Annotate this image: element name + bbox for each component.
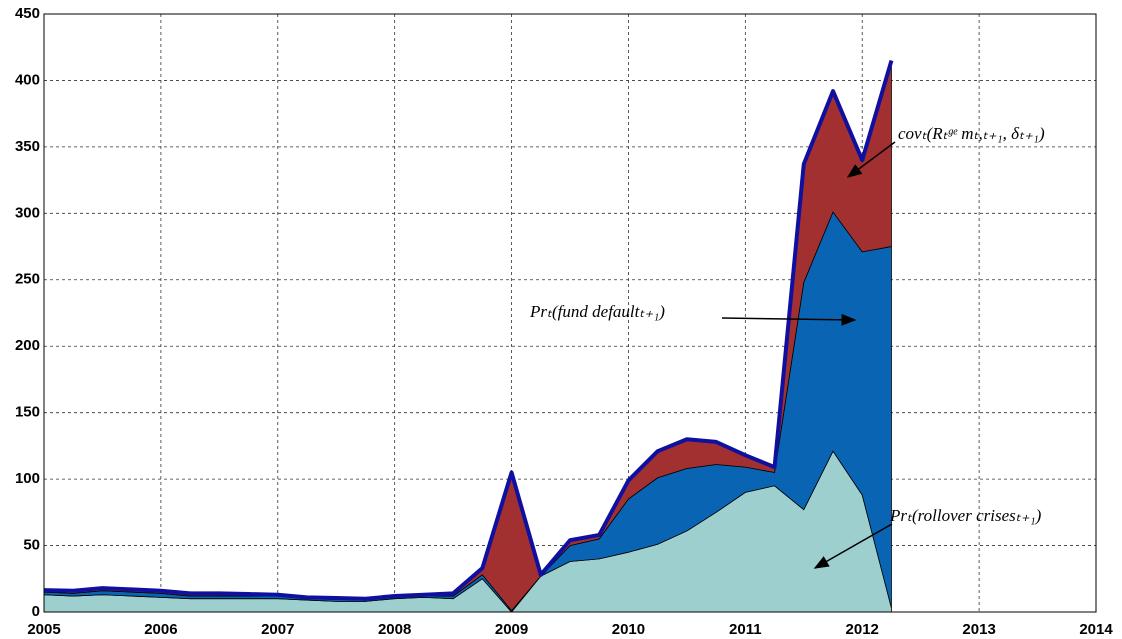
annotation: Prₜ(rollover crisesₜ₊₁) <box>889 506 1042 525</box>
y-tick-label: 350 <box>15 138 40 155</box>
x-tick-label: 2010 <box>612 621 645 638</box>
annotation: Prₜ(fund defaultₜ₊₁) <box>529 302 665 321</box>
annotation-arrow <box>813 523 893 569</box>
plot-frame <box>43 13 1097 613</box>
x-tick-label: 2012 <box>846 621 879 638</box>
y-tick-label: 250 <box>15 271 40 288</box>
x-tick-label: 2011 <box>729 621 762 638</box>
y-tick-label: 400 <box>15 71 40 88</box>
x-tick-label: 2009 <box>495 621 528 638</box>
x-tick-label: 2007 <box>261 621 294 638</box>
x-tick-label: 2005 <box>27 621 60 638</box>
annotation-arrow <box>721 313 857 326</box>
total-line <box>43 59 894 601</box>
y-tick-label: 450 <box>15 5 40 22</box>
annotation: covₜ(Rₜᵍᵉ mₜ,ₜ₊₁, δₜ₊₁) <box>898 124 1045 143</box>
x-tick-label: 2014 <box>1079 621 1113 638</box>
y-tick-label: 200 <box>15 337 40 354</box>
y-tick-label: 0 <box>32 603 40 620</box>
x-tick-label: 2013 <box>962 621 995 638</box>
x-tick-label: 2006 <box>144 621 177 638</box>
y-tick-label: 50 <box>23 537 40 554</box>
y-tick-label: 100 <box>15 470 40 487</box>
annotation-arrow <box>846 141 896 178</box>
y-tick-label: 300 <box>15 204 40 221</box>
x-tick-label: 2008 <box>378 621 411 638</box>
y-tick-label: 150 <box>15 404 40 421</box>
